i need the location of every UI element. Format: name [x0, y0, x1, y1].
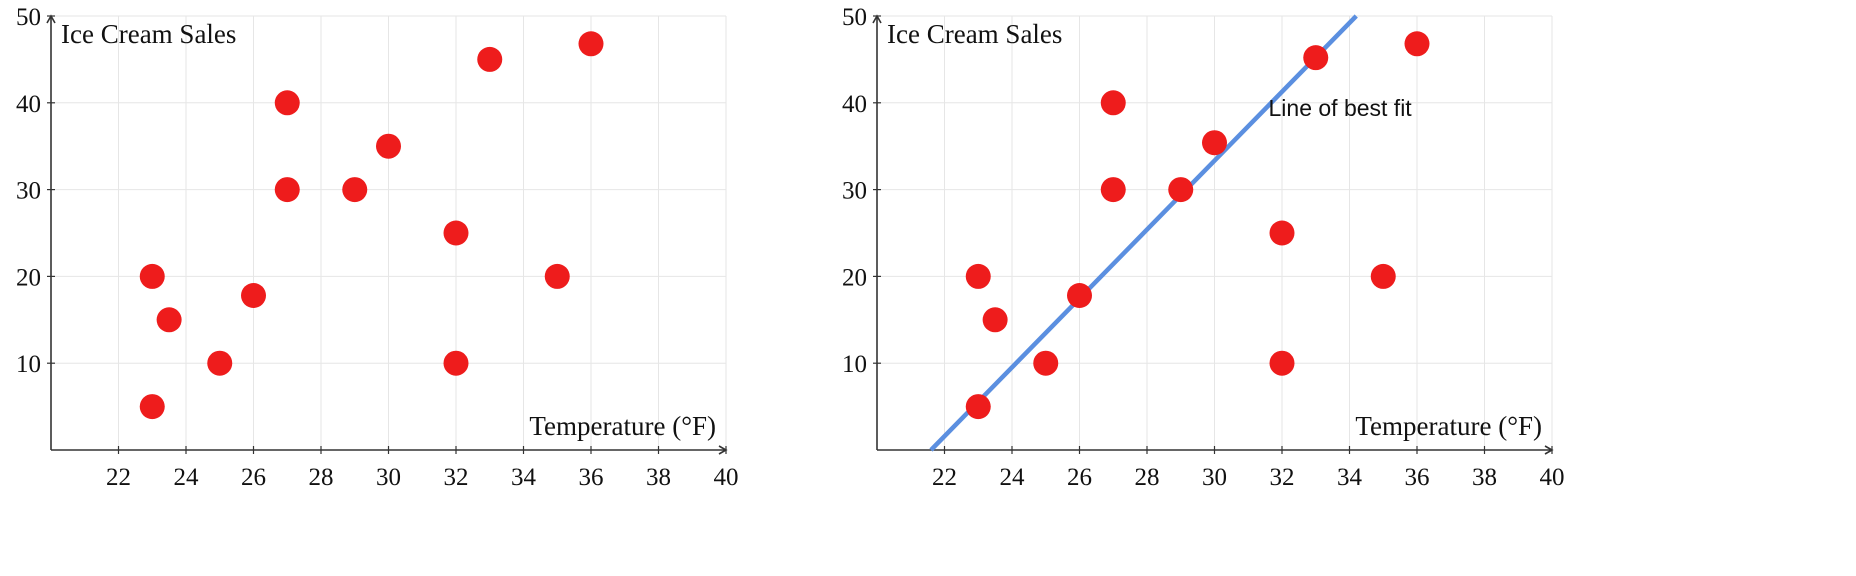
- x-axis-label: Temperature (°F): [1355, 411, 1542, 441]
- scatter-point: [1202, 130, 1227, 156]
- x-tick-label: 40: [1540, 464, 1565, 491]
- x-tick-label: 32: [444, 464, 469, 491]
- chart-panel-right: 22 24 26 28 30 32 34 36 38 40 10 20 30 40 50 Ice Cream…: [842, 4, 1565, 491]
- y-tick-label: 20: [842, 264, 867, 291]
- y-tick-label: 50: [842, 4, 867, 31]
- scatter-point: [1100, 90, 1126, 116]
- scatter-point: [241, 282, 266, 308]
- x-tick-label: 38: [1472, 464, 1497, 491]
- y-tick-label: 50: [16, 4, 41, 31]
- x-tick-label: 30: [376, 464, 401, 491]
- x-tick-label: 34: [1337, 464, 1363, 491]
- chart-panel-left: 22 24 26 28 30 32 34 36 38 40 10 20 30 40 50 Ice Cream…: [16, 4, 739, 491]
- x-tick-label: 26: [241, 464, 266, 491]
- x-tick-label: 22: [932, 464, 957, 491]
- scatter-point: [1033, 350, 1059, 376]
- grid-right: [877, 15, 1553, 450]
- scatter-point: [207, 350, 233, 376]
- scatter-point: [578, 31, 604, 57]
- scatter-point: [1269, 350, 1295, 376]
- scatter-point: [139, 263, 165, 289]
- x-tick-label: 34: [511, 464, 537, 491]
- best-fit-line: [929, 14, 1358, 452]
- x-axis-label: Temperature (°F): [529, 411, 716, 441]
- y-axis-label: Ice Cream Sales: [61, 19, 236, 49]
- y-tick-label: 40: [842, 91, 867, 118]
- scatter-point: [965, 263, 991, 289]
- scatter-point: [274, 177, 300, 203]
- scatter-point: [1303, 45, 1329, 71]
- scatter-point: [982, 307, 1008, 333]
- axes-left: [46, 14, 728, 455]
- scatter-point: [1370, 263, 1396, 289]
- x-tick-label: 36: [1405, 464, 1430, 491]
- scatter-point: [1404, 31, 1430, 57]
- scatter-point: [1067, 282, 1092, 308]
- x-tick-label: 32: [1270, 464, 1295, 491]
- scatter-point: [274, 90, 300, 116]
- scatter-point: [443, 350, 469, 376]
- x-tick-label: 24: [1000, 464, 1026, 491]
- scatter-point: [342, 177, 368, 203]
- x-tick-label: 38: [646, 464, 671, 491]
- x-tick-label: 40: [714, 464, 739, 491]
- axes-right: [872, 14, 1554, 455]
- x-tick-label: 28: [309, 464, 334, 491]
- best-fit-annotation: Line of best fit: [1269, 95, 1413, 121]
- scatter-point: [1100, 177, 1126, 203]
- x-tick-label: 22: [106, 464, 131, 491]
- y-tick-label: 30: [16, 178, 41, 205]
- ticks-right: 22 24 26 28 30 32 34 36 38 40 10 20 30 40 50: [842, 4, 1565, 491]
- scatter-point: [1269, 220, 1295, 246]
- x-tick-label: 26: [1067, 464, 1092, 491]
- y-tick-label: 20: [16, 264, 41, 291]
- scatter-point: [376, 133, 401, 159]
- scatter-point: [544, 263, 570, 289]
- scatter-point: [1168, 177, 1194, 203]
- scatter-point: [156, 307, 182, 333]
- x-tick-label: 24: [174, 464, 200, 491]
- y-axis-label: Ice Cream Sales: [887, 19, 1062, 49]
- x-tick-label: 30: [1202, 464, 1227, 491]
- y-tick-label: 10: [16, 351, 41, 378]
- scatter-point: [965, 394, 991, 420]
- y-tick-label: 40: [16, 91, 41, 118]
- x-tick-label: 36: [579, 464, 604, 491]
- y-tick-label: 10: [842, 351, 867, 378]
- scatter-point: [477, 46, 503, 72]
- ticks-left: 22 24 26 28 30 32 34 36 38 40 10 20 30 40 50: [16, 4, 739, 491]
- scatter-points-right: [965, 31, 1430, 420]
- scatter-points-left: [139, 31, 604, 420]
- scatter-point: [443, 220, 469, 246]
- y-tick-label: 30: [842, 178, 867, 205]
- scatter-point: [139, 394, 165, 420]
- grid-left: [51, 15, 727, 450]
- x-tick-label: 28: [1135, 464, 1160, 491]
